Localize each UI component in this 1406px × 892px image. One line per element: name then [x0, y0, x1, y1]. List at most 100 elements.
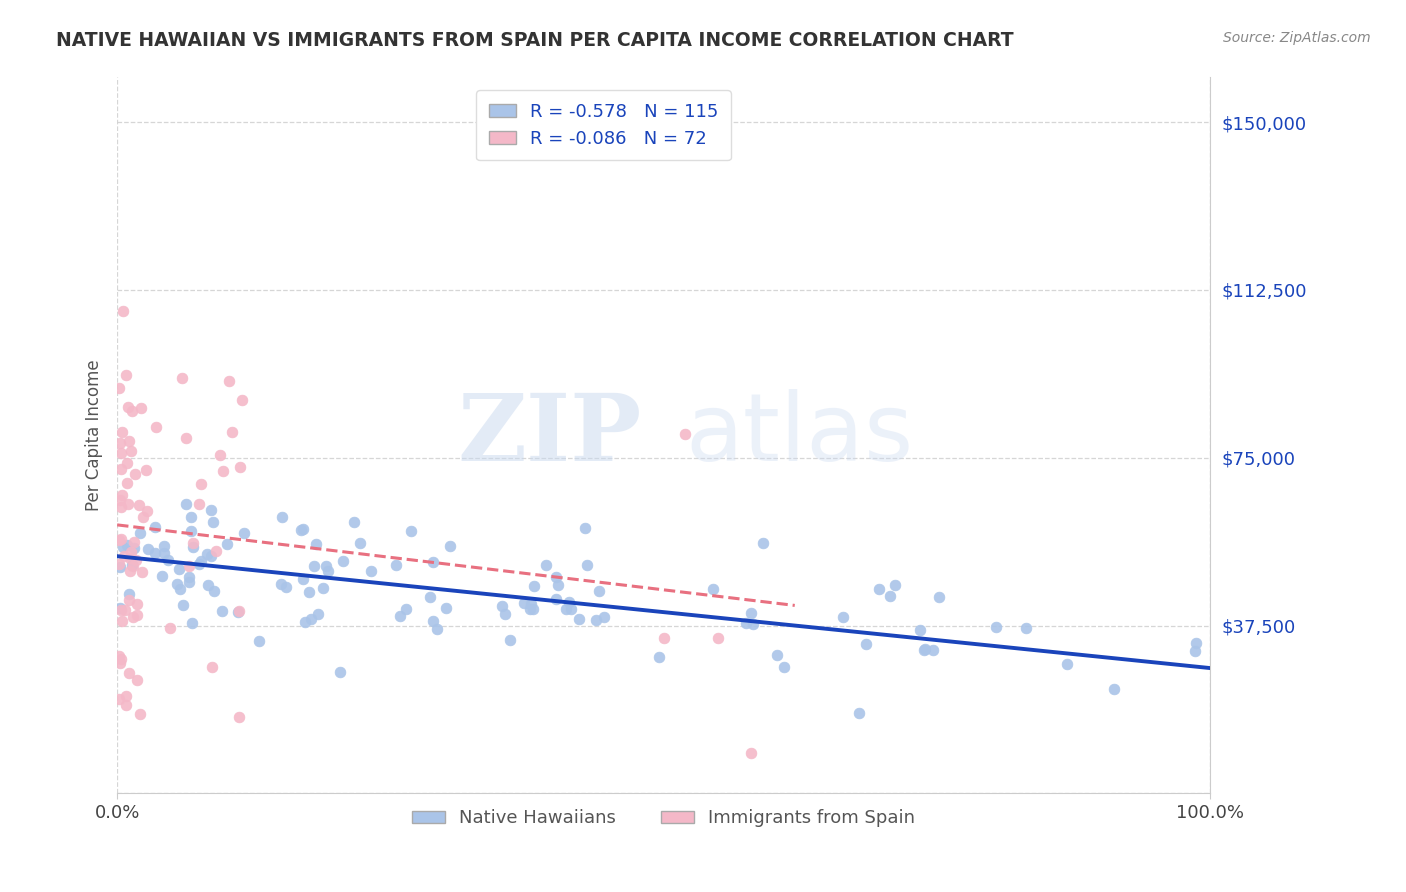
Point	[908, 624, 931, 638]
Point	[110, 461, 132, 475]
Y-axis label: Per Capita Income: Per Capita Income	[86, 359, 103, 511]
Point	[558, 594, 581, 608]
Point	[118, 434, 141, 448]
Point	[773, 659, 796, 673]
Point	[228, 709, 250, 723]
Point	[1014, 621, 1036, 635]
Point	[180, 524, 202, 538]
Point	[568, 612, 591, 626]
Point	[491, 599, 513, 614]
Point	[879, 589, 901, 603]
Point	[202, 584, 225, 599]
Point	[117, 401, 139, 415]
Point	[125, 553, 148, 567]
Point	[118, 586, 141, 600]
Point	[108, 533, 131, 547]
Point	[229, 460, 252, 475]
Point	[513, 596, 536, 610]
Point	[544, 592, 567, 607]
Point	[752, 536, 775, 550]
Point	[143, 520, 166, 534]
Point	[547, 578, 569, 592]
Point	[131, 565, 153, 579]
Point	[914, 641, 936, 656]
Point	[121, 404, 143, 418]
Point	[200, 549, 222, 563]
Point	[576, 558, 599, 572]
Point	[399, 524, 422, 539]
Point	[495, 607, 517, 621]
Point	[108, 648, 131, 663]
Point	[112, 304, 135, 318]
Point	[110, 603, 132, 617]
Point	[546, 570, 568, 584]
Point	[1185, 636, 1208, 650]
Point	[292, 572, 315, 586]
Point	[560, 602, 582, 616]
Point	[125, 607, 148, 622]
Point	[114, 603, 136, 617]
Point	[832, 610, 855, 624]
Point	[434, 601, 457, 615]
Point	[115, 368, 138, 383]
Point	[179, 575, 201, 590]
Point	[520, 597, 543, 611]
Point	[110, 651, 132, 665]
Point	[585, 613, 607, 627]
Point	[121, 558, 143, 572]
Text: NATIVE HAWAIIAN VS IMMIGRANTS FROM SPAIN PER CAPITA INCOME CORRELATION CHART: NATIVE HAWAIIAN VS IMMIGRANTS FROM SPAIN…	[56, 31, 1014, 50]
Point	[121, 610, 143, 624]
Point	[574, 521, 596, 535]
Point	[884, 578, 907, 592]
Point	[177, 570, 200, 584]
Point	[422, 614, 444, 628]
Point	[200, 502, 222, 516]
Point	[208, 448, 231, 462]
Point	[425, 622, 447, 636]
Point	[276, 580, 298, 594]
Point	[110, 446, 132, 460]
Point	[226, 605, 249, 619]
Point	[174, 497, 197, 511]
Point	[183, 535, 205, 549]
Point	[868, 582, 890, 596]
Point	[112, 549, 135, 563]
Point	[735, 615, 758, 630]
Point	[647, 649, 669, 664]
Point	[108, 381, 131, 395]
Point	[181, 540, 204, 554]
Point	[110, 533, 132, 547]
Point	[127, 597, 149, 611]
Text: ZIP: ZIP	[457, 391, 641, 481]
Point	[115, 456, 138, 470]
Point	[136, 504, 159, 518]
Point	[118, 593, 141, 607]
Point	[702, 582, 724, 596]
Point	[233, 525, 256, 540]
Point	[360, 564, 382, 578]
Point	[108, 557, 131, 571]
Point	[120, 551, 142, 566]
Legend: Native Hawaiians, Immigrants from Spain: Native Hawaiians, Immigrants from Spain	[405, 802, 922, 834]
Point	[315, 559, 337, 574]
Point	[307, 607, 329, 621]
Point	[247, 633, 270, 648]
Point	[169, 582, 191, 596]
Point	[305, 537, 328, 551]
Point	[221, 425, 243, 439]
Point	[111, 614, 134, 628]
Point	[166, 577, 188, 591]
Point	[114, 690, 136, 704]
Point	[190, 477, 212, 491]
Point	[388, 609, 411, 624]
Point	[125, 673, 148, 688]
Point	[499, 632, 522, 647]
Point	[928, 590, 950, 604]
Point	[122, 541, 145, 556]
Point	[128, 498, 150, 512]
Point	[181, 615, 204, 630]
Point	[349, 536, 371, 550]
Point	[536, 558, 558, 573]
Point	[218, 374, 240, 388]
Point	[124, 467, 146, 482]
